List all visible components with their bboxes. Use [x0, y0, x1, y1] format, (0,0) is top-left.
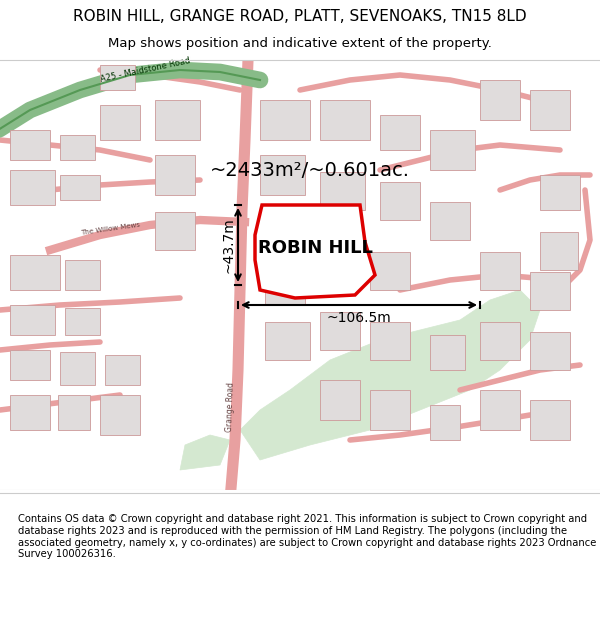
Polygon shape [320, 172, 365, 210]
Polygon shape [155, 212, 195, 250]
Polygon shape [10, 395, 50, 430]
Polygon shape [180, 435, 230, 470]
Polygon shape [155, 100, 200, 140]
Polygon shape [480, 322, 520, 360]
Polygon shape [320, 100, 370, 140]
Polygon shape [100, 395, 140, 435]
Polygon shape [430, 405, 460, 440]
Text: ~2433m²/~0.601ac.: ~2433m²/~0.601ac. [210, 161, 410, 179]
Polygon shape [100, 105, 140, 140]
Polygon shape [240, 290, 540, 460]
Polygon shape [530, 332, 570, 370]
Polygon shape [430, 130, 475, 170]
Polygon shape [265, 265, 305, 305]
Polygon shape [155, 155, 195, 195]
Text: ~106.5m: ~106.5m [326, 311, 391, 325]
Polygon shape [65, 308, 100, 335]
Polygon shape [480, 252, 520, 290]
Polygon shape [380, 182, 420, 220]
Polygon shape [320, 242, 360, 280]
Polygon shape [480, 390, 520, 430]
Text: Contains OS data © Crown copyright and database right 2021. This information is : Contains OS data © Crown copyright and d… [18, 514, 596, 559]
Text: ROBIN HILL, GRANGE ROAD, PLATT, SEVENOAKS, TN15 8LD: ROBIN HILL, GRANGE ROAD, PLATT, SEVENOAK… [73, 9, 527, 24]
Text: A25 - Maidstone Road: A25 - Maidstone Road [100, 56, 191, 84]
Text: The Willow Mews: The Willow Mews [80, 222, 140, 236]
Text: Map shows position and indicative extent of the property.: Map shows position and indicative extent… [108, 37, 492, 50]
Text: ROBIN HILL: ROBIN HILL [257, 239, 373, 257]
Polygon shape [260, 155, 305, 195]
Polygon shape [100, 65, 135, 90]
Polygon shape [370, 252, 410, 290]
Polygon shape [10, 350, 50, 380]
Polygon shape [65, 260, 100, 290]
Polygon shape [10, 130, 50, 160]
Polygon shape [255, 205, 375, 298]
Polygon shape [380, 115, 420, 150]
Polygon shape [320, 380, 360, 420]
Polygon shape [530, 90, 570, 130]
Polygon shape [480, 80, 520, 120]
Polygon shape [430, 202, 470, 240]
Polygon shape [10, 305, 55, 335]
Polygon shape [530, 272, 570, 310]
Polygon shape [260, 100, 310, 140]
Text: ~43.7m: ~43.7m [221, 217, 235, 273]
Polygon shape [60, 175, 100, 200]
Polygon shape [430, 335, 465, 370]
Polygon shape [10, 170, 55, 205]
Text: Grange Road: Grange Road [225, 382, 236, 432]
Polygon shape [58, 395, 90, 430]
Polygon shape [370, 390, 410, 430]
Polygon shape [320, 312, 360, 350]
Polygon shape [540, 232, 578, 270]
Polygon shape [105, 355, 140, 385]
Polygon shape [370, 322, 410, 360]
Polygon shape [265, 322, 310, 360]
Polygon shape [530, 400, 570, 440]
Polygon shape [60, 135, 95, 160]
Polygon shape [265, 215, 305, 250]
Polygon shape [10, 255, 60, 290]
Polygon shape [540, 175, 580, 210]
Polygon shape [60, 352, 95, 385]
